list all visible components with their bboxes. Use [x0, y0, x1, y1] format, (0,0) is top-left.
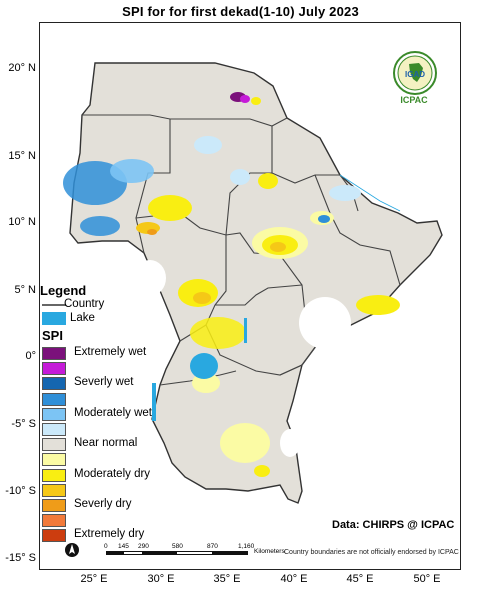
lat-label-10n: 10° N: [8, 216, 36, 228]
spi-legend-title: SPI: [42, 328, 63, 343]
spi-class-label: Moderately wet: [74, 406, 152, 419]
lake-victoria: [190, 353, 218, 379]
spi-swatch: [42, 407, 66, 421]
scale-label-870: 870: [207, 543, 218, 550]
scale-label-580: 580: [172, 543, 183, 550]
lat-label-10s: -10° S: [5, 485, 36, 497]
lat-label-5n: 5° N: [14, 284, 36, 296]
legend-country-label: Country: [64, 298, 105, 310]
spi-class-label: Extremely dry: [74, 528, 145, 541]
spi-swatch: [42, 347, 66, 360]
lat-label-5s: -5° S: [11, 418, 36, 430]
spi-swatch: [42, 438, 66, 452]
spi-class-label: Near normal: [74, 437, 138, 450]
igad-logo: IGAD: [393, 51, 437, 95]
scale-label-1160: 1,160: [238, 543, 255, 550]
lat-label-15n: 15° N: [8, 150, 36, 162]
scale-label-0: 0: [104, 543, 108, 550]
lon-label-35e: 35° E: [213, 573, 241, 585]
legend-lake-label: Lake: [70, 312, 95, 324]
scale-bar-frame: [106, 551, 248, 555]
spi-swatch: [42, 377, 66, 391]
spi-swatch: [42, 483, 66, 497]
lon-label-45e: 45° E: [346, 573, 374, 585]
map-frame: [39, 22, 461, 570]
map-title: SPI for for first dekad(1-10) July 2023: [122, 4, 359, 19]
lon-label-40e: 40° E: [280, 573, 308, 585]
lat-label-20n: 20° N: [8, 62, 36, 74]
spi-swatch: [42, 362, 66, 376]
spi-swatch: [42, 529, 66, 543]
disclaimer: Country boundaries are not officially en…: [284, 549, 459, 556]
lon-label-30e: 30° E: [147, 573, 175, 585]
scale-label-290: 290: [138, 543, 149, 550]
lat-label-15s: -15° S: [5, 552, 36, 564]
no-data-areas: [134, 260, 351, 457]
lon-label-25e: 25° E: [80, 573, 108, 585]
spi-class-label: Severly dry: [74, 498, 132, 510]
spi-class-label: Severly wet: [74, 376, 134, 389]
north-arrow-icon: [65, 543, 79, 557]
legend-title: Legend: [40, 283, 87, 298]
igad-acronym: IGAD: [405, 70, 425, 79]
lakes: [152, 318, 247, 421]
spi-swatch: [42, 499, 66, 512]
scale-seg: [212, 552, 247, 554]
scale-seg: [142, 552, 177, 554]
scale-seg: [107, 552, 124, 554]
spi-class-label: Extremely wet: [74, 346, 147, 358]
scale-label-145: 145: [118, 543, 129, 550]
data-credit: Data: CHIRPS @ ICPAC: [332, 519, 455, 531]
country-line-symbol: [42, 304, 66, 306]
spi-swatch: [42, 453, 66, 467]
lon-label-50e: 50° E: [413, 573, 441, 585]
icpac-label: ICPAC: [400, 95, 428, 105]
spi-swatch: [42, 423, 66, 436]
spi-class-label: Moderately dry: [74, 467, 151, 480]
spi-swatch: [42, 468, 66, 482]
spi-swatch: [42, 514, 66, 528]
scale-unit: Kilometers: [254, 548, 285, 555]
lake-swatch: [42, 312, 66, 325]
spi-map: [63, 62, 443, 504]
lat-label-0: 0°: [25, 350, 36, 362]
spi-swatch: [42, 392, 66, 406]
